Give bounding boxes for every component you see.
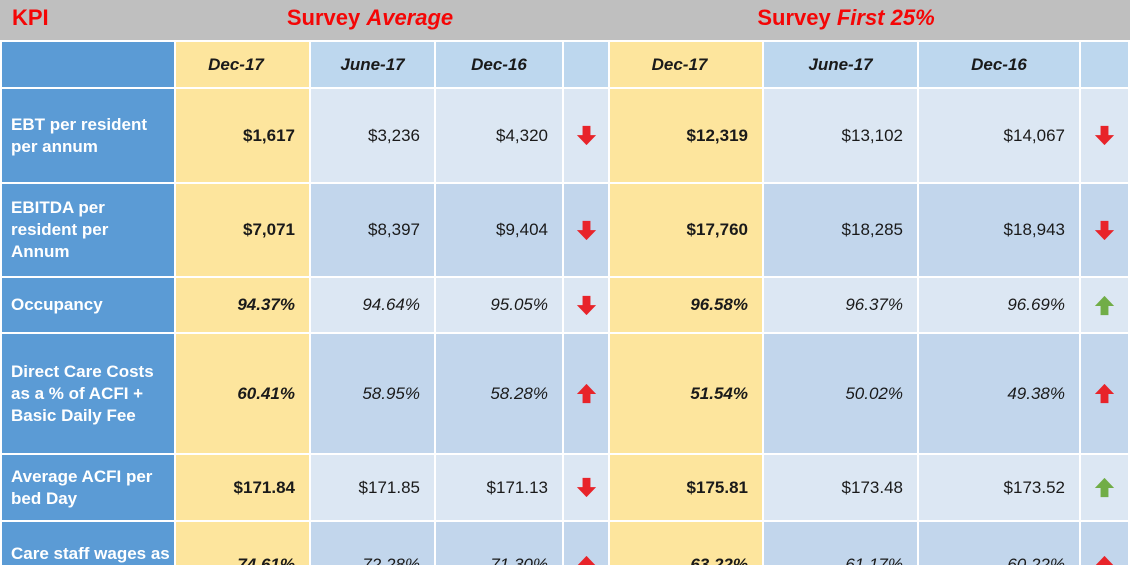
column-header-row: Dec-17 June-17 Dec-16 Dec-17 June-17 Dec… xyxy=(2,42,1128,87)
trend-indicator xyxy=(564,334,608,453)
row-label: EBITDA per resident per Annum xyxy=(2,184,174,276)
row-label: EBT per resident per annum xyxy=(2,89,174,182)
kpi-table: Dec-17 June-17 Dec-16 Dec-17 June-17 Dec… xyxy=(0,40,1130,565)
value-cell: $12,319 xyxy=(610,89,762,182)
trend-arrow-icon xyxy=(576,295,596,315)
value-cell: $18,285 xyxy=(764,184,917,276)
trend-indicator xyxy=(564,522,608,565)
table-row: Average ACFI per bed Day $171.84 $171.85… xyxy=(2,455,1128,520)
value-cell: $171.85 xyxy=(311,455,434,520)
row-label: Direct Care Costs as a % of ACFI + Basic… xyxy=(2,334,174,453)
value-cell: $171.84 xyxy=(176,455,309,520)
header-band: KPI Survey Average Survey First 25% xyxy=(0,0,1130,40)
trend-arrow-icon xyxy=(1094,295,1115,315)
trend-arrow-icon xyxy=(1094,125,1115,146)
value-cell: 63.22% xyxy=(610,522,762,565)
trend-arrow-icon xyxy=(1095,555,1114,565)
table-row: Care staff wages as % of ACFI 74.61% 72.… xyxy=(2,522,1128,565)
trend-indicator xyxy=(1081,455,1128,520)
row-label: Care staff wages as % of ACFI xyxy=(2,522,174,565)
trend-indicator xyxy=(1081,89,1128,182)
value-cell: 60.22% xyxy=(919,522,1079,565)
col-header-f25-trend xyxy=(1081,42,1128,87)
value-cell: 50.02% xyxy=(764,334,917,453)
value-cell: $8,397 xyxy=(311,184,434,276)
value-cell: 94.64% xyxy=(311,278,434,332)
value-cell: 72.28% xyxy=(311,522,434,565)
trend-arrow-icon xyxy=(576,383,596,404)
survey-first25-prefix: Survey xyxy=(757,5,837,30)
value-cell: 96.58% xyxy=(610,278,762,332)
value-cell: 96.37% xyxy=(764,278,917,332)
trend-arrow-icon xyxy=(576,555,596,565)
trend-indicator xyxy=(1081,334,1128,453)
value-cell: $4,320 xyxy=(436,89,562,182)
col-header-f25-june17: June-17 xyxy=(764,42,917,87)
trend-arrow-icon xyxy=(576,477,596,498)
row-label: Occupancy xyxy=(2,278,174,332)
trend-indicator xyxy=(564,184,608,276)
value-cell: 51.54% xyxy=(610,334,762,453)
table-row: EBT per resident per annum $1,617 $3,236… xyxy=(2,89,1128,182)
value-cell: $9,404 xyxy=(436,184,562,276)
trend-arrow-icon xyxy=(576,125,596,146)
survey-first25-emphasis: First 25% xyxy=(836,5,935,30)
value-cell: 60.41% xyxy=(176,334,309,453)
value-cell: 96.69% xyxy=(919,278,1079,332)
trend-indicator xyxy=(1081,184,1128,276)
survey-average-title: Survey Average xyxy=(175,5,565,31)
col-header-f25-dec16: Dec-16 xyxy=(919,42,1079,87)
trend-indicator xyxy=(1081,278,1128,332)
value-cell: 61.17% xyxy=(764,522,917,565)
value-cell: $18,943 xyxy=(919,184,1079,276)
col-header-avg-dec16: Dec-16 xyxy=(436,42,562,87)
trend-arrow-icon xyxy=(1094,220,1115,240)
survey-average-prefix: Survey xyxy=(286,5,367,30)
value-cell: $13,102 xyxy=(764,89,917,182)
table-row: Direct Care Costs as a % of ACFI + Basic… xyxy=(2,334,1128,453)
value-cell: $171.13 xyxy=(436,455,562,520)
col-header-f25-dec17: Dec-17 xyxy=(610,42,762,87)
survey-average-emphasis: Average xyxy=(366,5,454,30)
kpi-column-header xyxy=(2,42,174,87)
row-label: Average ACFI per bed Day xyxy=(2,455,174,520)
trend-arrow-icon xyxy=(1094,477,1115,498)
value-cell: $7,071 xyxy=(176,184,309,276)
value-cell: 74.61% xyxy=(176,522,309,565)
trend-indicator xyxy=(1081,522,1128,565)
value-cell: $173.48 xyxy=(764,455,917,520)
value-cell: 71.30% xyxy=(436,522,562,565)
trend-indicator xyxy=(564,89,608,182)
value-cell: $17,760 xyxy=(610,184,762,276)
value-cell: 58.28% xyxy=(436,334,562,453)
table-row: EBITDA per resident per Annum $7,071 $8,… xyxy=(2,184,1128,276)
value-cell: 95.05% xyxy=(436,278,562,332)
value-cell: $3,236 xyxy=(311,89,434,182)
value-cell: $173.52 xyxy=(919,455,1079,520)
value-cell: 94.37% xyxy=(176,278,309,332)
value-cell: $175.81 xyxy=(610,455,762,520)
value-cell: $1,617 xyxy=(176,89,309,182)
value-cell: $14,067 xyxy=(919,89,1079,182)
trend-indicator xyxy=(564,455,608,520)
trend-arrow-icon xyxy=(576,220,596,240)
col-header-avg-dec17: Dec-17 xyxy=(176,42,309,87)
kpi-title: KPI xyxy=(12,5,49,30)
value-cell: 49.38% xyxy=(919,334,1079,453)
survey-first25-title: Survey First 25% xyxy=(611,5,1081,31)
trend-indicator xyxy=(564,278,608,332)
table-row: Occupancy 94.37% 94.64% 95.05% 96.58% 96… xyxy=(2,278,1128,332)
trend-arrow-icon xyxy=(1094,383,1115,404)
col-header-avg-june17: June-17 xyxy=(311,42,434,87)
col-header-avg-trend xyxy=(564,42,608,87)
value-cell: 58.95% xyxy=(311,334,434,453)
